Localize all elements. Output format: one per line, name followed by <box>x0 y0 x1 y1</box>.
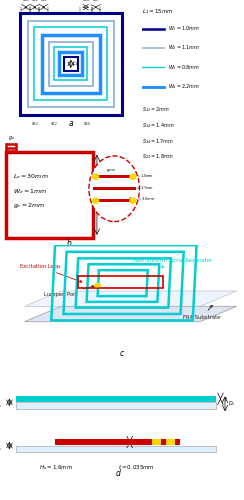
Text: $g_e$: $g_e$ <box>8 134 15 141</box>
Bar <box>78 276 163 288</box>
Text: $H_s$: $H_s$ <box>0 444 3 454</box>
Bar <box>6 152 93 238</box>
Text: $t$: $t$ <box>224 395 228 403</box>
Text: $L_1 = 15mm$: $L_1 = 15mm$ <box>142 8 173 16</box>
Text: $t = 0.035mm$: $t = 0.035mm$ <box>118 462 155 470</box>
Bar <box>42 35 100 92</box>
Text: b: b <box>67 239 71 248</box>
Text: $g_{em1}=1.5mm$: $g_{em1}=1.5mm$ <box>128 172 153 180</box>
Text: $g_{ema}$: $g_{ema}$ <box>106 167 117 174</box>
Text: $W_e$: $W_e$ <box>0 190 1 199</box>
Bar <box>54 47 87 80</box>
Text: $S_{12}$: $S_{12}$ <box>31 120 39 128</box>
Bar <box>59 52 82 76</box>
Text: FR4 Substrate: FR4 Substrate <box>183 306 221 320</box>
Text: $W_1 = 1.0mm$: $W_1 = 1.0mm$ <box>168 24 200 33</box>
Bar <box>152 439 162 446</box>
Text: $W_4 = 2.2mm$: $W_4 = 2.2mm$ <box>168 82 199 91</box>
Text: Non-uniform Spiral Resonator: Non-uniform Spiral Resonator <box>134 258 212 268</box>
Text: a: a <box>69 119 73 128</box>
Bar <box>166 439 175 446</box>
Text: $H_s$: $H_s$ <box>0 401 3 410</box>
Text: $W_3 = 0.8mm$: $W_3 = 0.8mm$ <box>168 63 199 72</box>
Text: $g_e = 2mm$: $g_e = 2mm$ <box>13 201 45 210</box>
Text: c: c <box>120 349 124 358</box>
Circle shape <box>93 174 99 180</box>
Text: $H_s = 1.6mm$: $H_s = 1.6mm$ <box>39 462 73 471</box>
Bar <box>63 56 78 71</box>
Text: Excitation Loop: Excitation Loop <box>20 264 82 282</box>
Bar <box>93 199 135 202</box>
Text: $L_1$: $L_1$ <box>72 60 79 68</box>
Text: $S_{34} = 1.7mm$: $S_{34} = 1.7mm$ <box>142 136 173 145</box>
Bar <box>93 188 135 190</box>
Text: $W_2 = 1.1mm$: $W_2 = 1.1mm$ <box>168 44 200 52</box>
Bar <box>20 13 122 115</box>
Circle shape <box>95 284 101 287</box>
Text: $S_{14}$: $S_{14}$ <box>82 0 90 4</box>
Text: d: d <box>116 468 121 477</box>
Bar <box>93 176 135 178</box>
Text: $W_{ema}=3.0mm$: $W_{ema}=3.0mm$ <box>128 196 155 203</box>
Text: $S_{23} = 1.8mm$: $S_{23} = 1.8mm$ <box>142 152 174 162</box>
Text: $L_e$: $L_e$ <box>100 190 108 199</box>
Text: $t$: $t$ <box>133 438 137 446</box>
Bar <box>49 42 93 86</box>
Text: Lumped Port: Lumped Port <box>44 286 94 297</box>
Bar <box>28 20 114 107</box>
Text: $S_{56}$: $S_{56}$ <box>83 120 91 128</box>
Bar <box>16 396 216 402</box>
Text: $S_{12}$: $S_{12}$ <box>40 0 47 4</box>
Polygon shape <box>24 291 237 306</box>
Text: $S_{12} = 2mm$: $S_{12} = 2mm$ <box>142 105 169 114</box>
Circle shape <box>130 198 136 203</box>
Text: $S_{12}$: $S_{12}$ <box>50 120 58 128</box>
Circle shape <box>93 198 99 203</box>
Text: $S_{12}$: $S_{12}$ <box>22 0 30 4</box>
Polygon shape <box>24 306 237 322</box>
Bar <box>55 439 180 446</box>
Text: $S_{47}$: $S_{47}$ <box>92 0 100 4</box>
Text: $g_{em2}=1.7mm$: $g_{em2}=1.7mm$ <box>128 184 153 192</box>
Text: $D_s$: $D_s$ <box>228 400 236 408</box>
Ellipse shape <box>89 156 140 222</box>
Text: $W_e = 1mm$: $W_e = 1mm$ <box>13 186 48 196</box>
Circle shape <box>130 174 136 180</box>
Text: $L_e = 30mm$: $L_e = 30mm$ <box>13 172 49 182</box>
Bar <box>34 27 107 101</box>
Bar <box>16 446 216 452</box>
Text: $S_{14} = 1.4mm$: $S_{14} = 1.4mm$ <box>142 120 174 130</box>
Text: $S_{12}$: $S_{12}$ <box>31 0 39 4</box>
Bar <box>16 402 216 409</box>
